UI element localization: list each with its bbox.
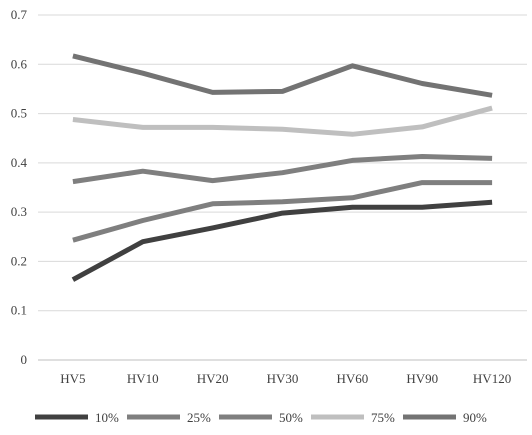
- series-lines: [71, 53, 493, 282]
- legend-label: 50%: [279, 410, 303, 425]
- x-tick-label: HV20: [197, 371, 229, 386]
- series-line-75pct: [72, 105, 493, 137]
- y-tick-label: 0.7: [11, 7, 28, 22]
- x-tick-label: HV60: [336, 371, 368, 386]
- y-tick-label: 0.5: [11, 106, 27, 121]
- y-tick-label: 0.2: [11, 253, 27, 268]
- y-tick-label: 0.6: [11, 56, 28, 71]
- y-tick-label: 0.1: [11, 303, 27, 318]
- y-tick-label: 0.4: [11, 155, 28, 170]
- series-line-25pct: [72, 180, 493, 243]
- legend-label: 10%: [95, 410, 119, 425]
- gridlines: [38, 14, 527, 361]
- x-tick-label: HV5: [60, 371, 85, 386]
- x-tick-label: HV90: [406, 371, 438, 386]
- series-line-10pct: [71, 199, 493, 282]
- x-axis-ticks: HV5 HV10 HV20 HV30 HV60 HV90 HV120: [60, 371, 511, 386]
- legend-item: 50%: [219, 410, 303, 425]
- x-tick-label: HV10: [127, 371, 159, 386]
- legend-item: 25%: [127, 410, 211, 425]
- legend-label: 25%: [187, 410, 211, 425]
- legend-label: 90%: [463, 410, 487, 425]
- series-line-90pct: [72, 53, 493, 98]
- x-tick-label: HV30: [267, 371, 299, 386]
- x-tick-label: HV120: [473, 371, 511, 386]
- legend: 10% 25% 50% 75% 90%: [35, 410, 487, 425]
- legend-label: 75%: [371, 410, 395, 425]
- y-tick-label: 0: [21, 352, 28, 367]
- legend-item: 75%: [311, 410, 395, 425]
- series-line-50pct: [72, 154, 493, 185]
- y-axis-ticks: 0 0.1 0.2 0.3 0.4 0.5 0.6 0.7: [11, 7, 28, 367]
- legend-item: 90%: [403, 410, 487, 425]
- legend-item: 10%: [35, 410, 119, 425]
- y-tick-label: 0.3: [11, 204, 27, 219]
